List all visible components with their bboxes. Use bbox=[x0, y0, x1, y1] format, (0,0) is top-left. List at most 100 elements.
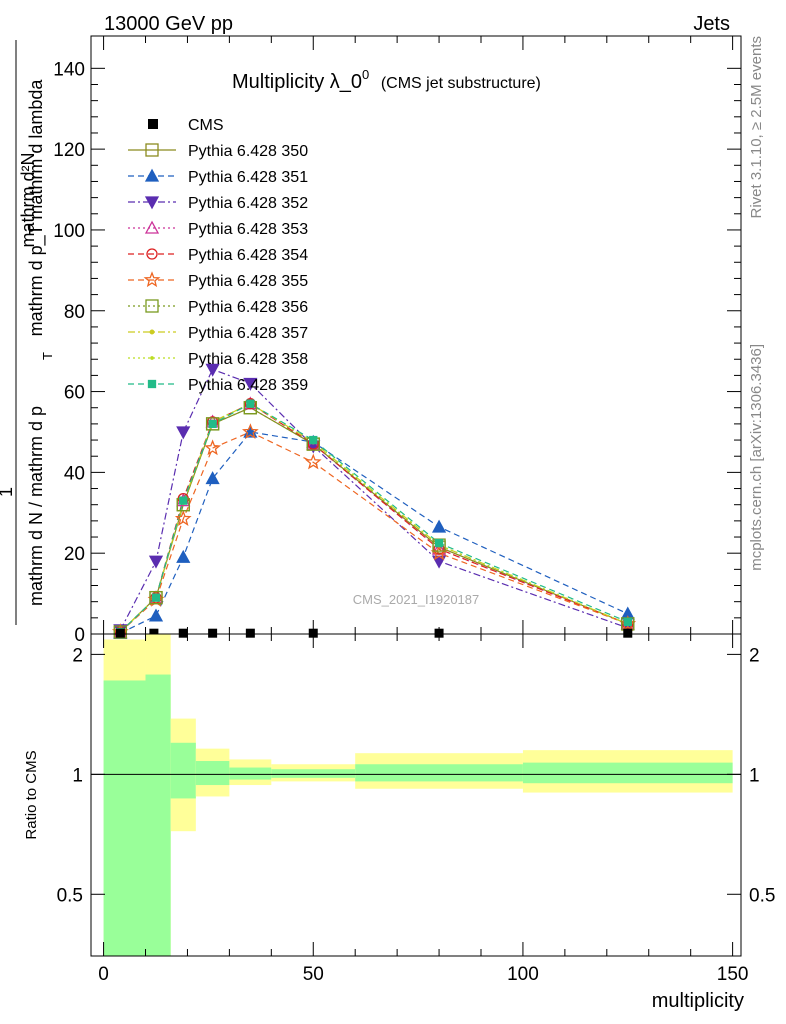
series-point-356 bbox=[205, 417, 220, 431]
series-point-352 bbox=[148, 555, 164, 569]
legend-label: Pythia 6.428 354 bbox=[188, 247, 308, 264]
xlabel: multiplicity bbox=[652, 990, 744, 1012]
series-point-355 bbox=[619, 615, 637, 632]
legend-marker bbox=[144, 168, 160, 182]
ylabel-denominator: mathrm d N / mathrm d p bbox=[26, 406, 46, 606]
legend-marker bbox=[150, 356, 154, 360]
series-point-355 bbox=[147, 590, 165, 607]
rivet-label: Rivet 3.1.10, ≥ 2.5M events bbox=[748, 36, 765, 219]
series-point-355 bbox=[174, 509, 192, 526]
x-axis-ticks: 0 50 100 150 bbox=[98, 634, 748, 985]
main-ytick-label: 140 bbox=[53, 59, 85, 80]
ratio-ytick-label-right: 1 bbox=[749, 765, 760, 786]
legend-label: Pythia 6.428 351 bbox=[188, 169, 308, 186]
main-ytick-label: 120 bbox=[53, 140, 85, 161]
series-point-359 bbox=[179, 496, 188, 505]
legend-label: Pythia 6.428 357 bbox=[188, 325, 308, 342]
series-point-351 bbox=[431, 519, 447, 533]
legend-marker bbox=[145, 143, 159, 157]
cms-point bbox=[149, 628, 159, 638]
xtick-label: 50 bbox=[303, 964, 324, 985]
ratio-band-inner bbox=[170, 742, 196, 799]
series-point-352 bbox=[243, 377, 258, 391]
legend-marker bbox=[145, 299, 159, 313]
main-y-ticks: 0 20 40 60 80 100 120 140 bbox=[53, 36, 741, 646]
cms-point bbox=[308, 628, 318, 638]
main-ytick-label: 100 bbox=[53, 221, 85, 242]
ratio-ytick-label: 2 bbox=[72, 645, 83, 666]
main-title-text: Multiplicity λ_0 bbox=[232, 71, 362, 93]
ratio-band-inner bbox=[271, 769, 356, 778]
ratio-ylabel: Ratio to CMS bbox=[23, 750, 40, 839]
ratio-bands bbox=[103, 634, 733, 956]
series-line-359 bbox=[119, 403, 629, 633]
series-line-355 bbox=[119, 431, 629, 633]
main-ytick-label: 60 bbox=[64, 383, 85, 404]
cms-data-points bbox=[115, 628, 633, 638]
series-line-352 bbox=[119, 368, 628, 631]
series-point-355 bbox=[242, 423, 259, 440]
series-point-356 bbox=[113, 625, 128, 639]
legend-label: Pythia 6.428 356 bbox=[188, 299, 308, 316]
series-point-352 bbox=[205, 363, 220, 377]
ylabel-one: 1 bbox=[0, 487, 16, 497]
legend-marker-cms bbox=[148, 119, 158, 129]
cms-point bbox=[115, 628, 125, 638]
main-ytick-label: 40 bbox=[64, 463, 85, 484]
ratio-plot-frame bbox=[90, 633, 742, 957]
series-point-359 bbox=[151, 593, 161, 602]
legend-label: Pythia 6.428 353 bbox=[188, 221, 308, 238]
ratio-ytick-label: 0.5 bbox=[57, 885, 83, 906]
main-title: Multiplicity λ_00 (CMS jet substructure) bbox=[232, 62, 541, 93]
legend-label: Pythia 6.428 355 bbox=[188, 273, 308, 290]
ratio-y-ticks: 0.5 0.5 1 1 2 2 bbox=[57, 645, 776, 906]
series-point-355 bbox=[304, 453, 322, 470]
ylabel-subscript: T bbox=[40, 352, 55, 360]
legend-label: Pythia 6.428 352 bbox=[188, 195, 308, 212]
series-point-351 bbox=[176, 549, 191, 563]
cms-point bbox=[178, 628, 188, 638]
ratio-band-inner bbox=[355, 764, 523, 782]
series-point-359 bbox=[309, 435, 318, 445]
main-ytick-label: 80 bbox=[64, 302, 85, 323]
legend-marker bbox=[146, 248, 158, 260]
ratio-band-inner bbox=[103, 680, 146, 956]
header-right: Jets bbox=[693, 13, 730, 35]
series-point-356 bbox=[149, 590, 163, 605]
main-title-sup: 0 bbox=[362, 67, 369, 82]
ratio-band-inner bbox=[145, 674, 171, 956]
series-point-351 bbox=[205, 471, 220, 485]
main-subtitle: (CMS jet substructure) bbox=[381, 75, 541, 92]
legend-marker bbox=[144, 220, 160, 234]
series-point-354 bbox=[244, 398, 257, 410]
ratio-panel: 0.5 0.5 1 1 2 2 0 50 100 150 Ratio to CMS multip… bbox=[23, 633, 776, 1012]
legend-label: Pythia 6.428 350 bbox=[188, 143, 308, 160]
legend-label: Pythia 6.428 358 bbox=[188, 351, 308, 368]
ratio-band-inner bbox=[229, 767, 272, 780]
ratio-band-inner bbox=[195, 761, 230, 786]
ratio-ytick-label-right: 0.5 bbox=[749, 885, 775, 906]
ratio-band-inner bbox=[522, 762, 733, 784]
cms-point bbox=[434, 628, 444, 638]
header-left: 13000 GeV pp bbox=[104, 13, 233, 35]
main-ytick-label: 20 bbox=[64, 544, 85, 565]
watermark-text: CMS_2021_I1920187 bbox=[353, 592, 480, 607]
series-point-351 bbox=[148, 608, 164, 622]
legend: CMS Pythia 6.428 350 Pythia 6.428 351 Pythi… bbox=[128, 117, 308, 394]
ylabel-numerator: mathrm d²N bbox=[18, 152, 38, 247]
cms-point bbox=[208, 628, 218, 638]
legend-label-cms: CMS bbox=[188, 117, 224, 134]
series-point-359 bbox=[246, 399, 255, 408]
main-panel: 0 20 40 60 80 100 120 140 Multiplicity λ_00 (CM… bbox=[0, 35, 742, 646]
series-point-359 bbox=[623, 617, 632, 627]
series-point-352 bbox=[176, 426, 191, 440]
xtick-label: 100 bbox=[507, 964, 539, 985]
series-point-359 bbox=[434, 538, 444, 548]
xtick-label: 150 bbox=[717, 964, 749, 985]
legend-marker bbox=[147, 379, 157, 389]
legend-marker bbox=[149, 329, 155, 335]
legend-marker bbox=[144, 196, 160, 210]
cms-point bbox=[245, 628, 255, 638]
ratio-ytick-label: 1 bbox=[72, 765, 83, 786]
